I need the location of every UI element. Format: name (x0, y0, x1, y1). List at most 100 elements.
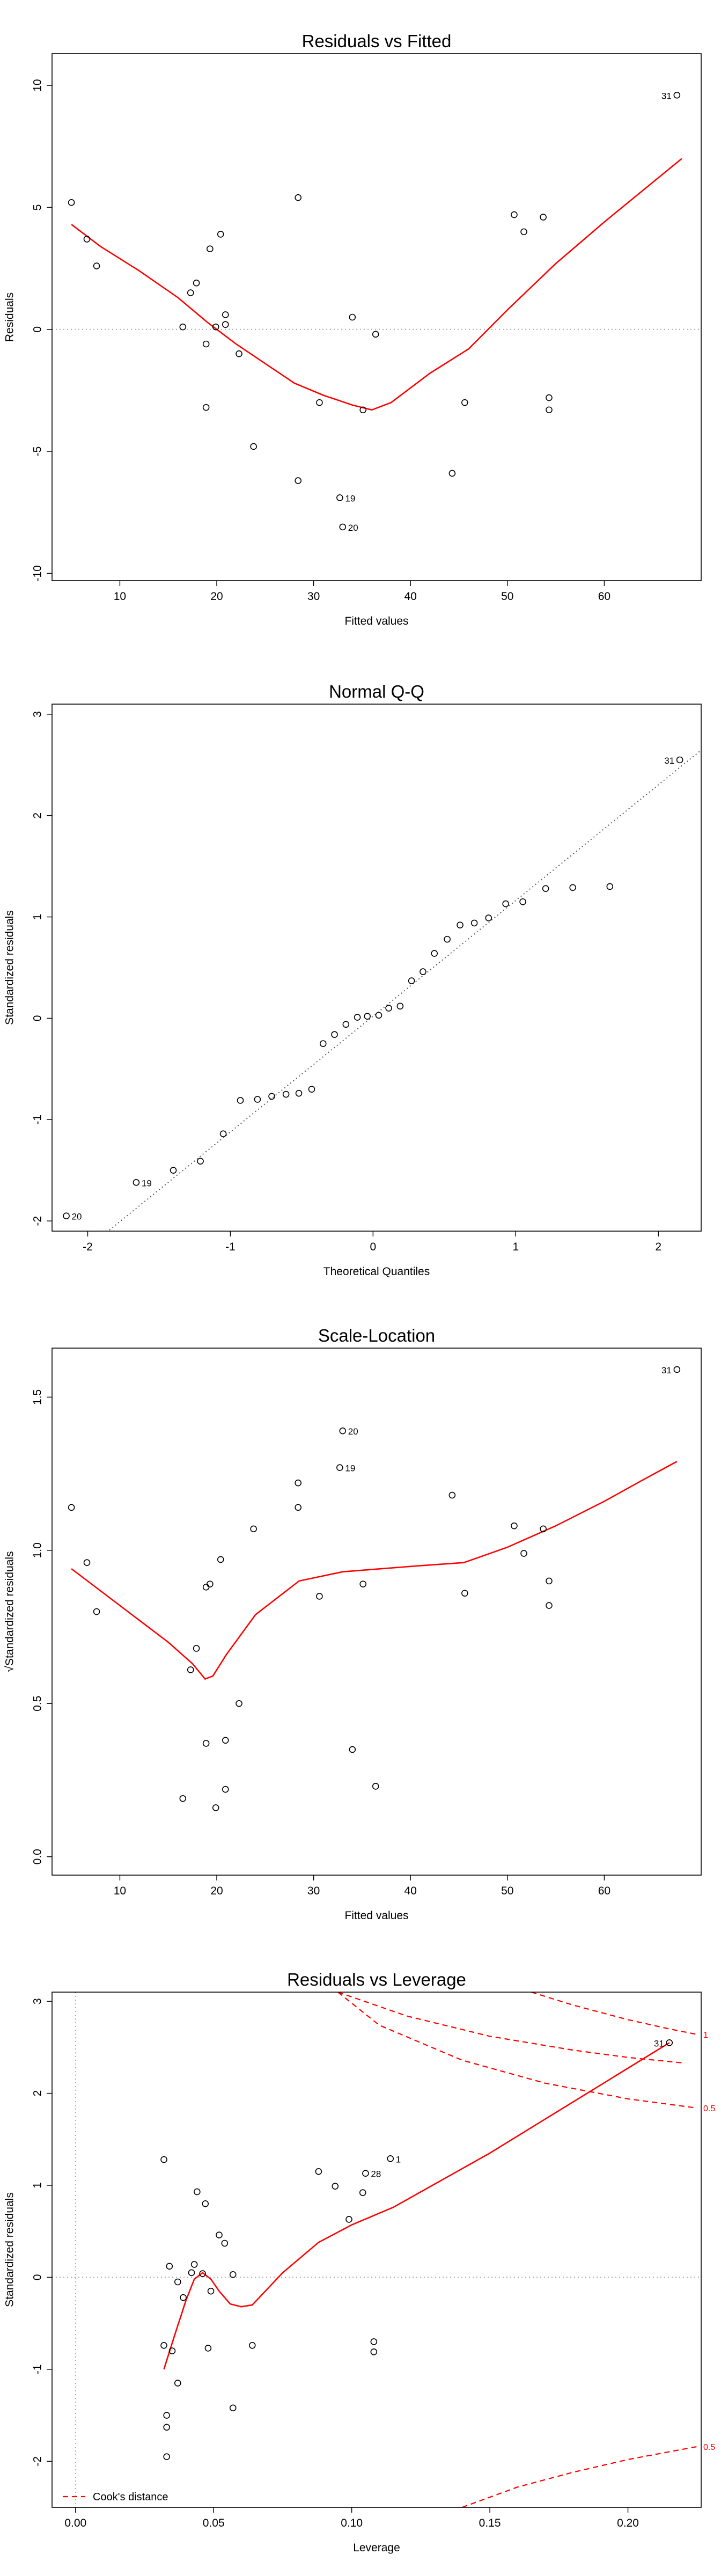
y-tick-label: 0.5 (32, 1696, 44, 1711)
data-point (520, 1550, 527, 1557)
y-tick-label: 2 (32, 2090, 44, 2097)
x-axis-label: Theoretical Quantiles (323, 1265, 430, 1278)
point-label: 28 (371, 2169, 381, 2179)
x-tick-label: 0.10 (341, 2517, 363, 2529)
cooks-contour-label: 1 (703, 2031, 708, 2040)
data-point (336, 494, 343, 501)
x-tick-label: 40 (404, 590, 417, 603)
data-point (546, 406, 553, 414)
data-point (315, 2168, 322, 2175)
data-point (194, 2188, 201, 2196)
data-point (180, 2294, 187, 2301)
x-tick-label: 50 (501, 590, 513, 603)
data-point (316, 399, 323, 406)
plot-area: 31 19 20 (52, 91, 701, 533)
data-point (387, 2155, 394, 2162)
data-point (163, 2424, 170, 2431)
data-point (362, 2170, 369, 2177)
data-point (197, 1158, 204, 1165)
plot-area: 31 28 1 (52, 1992, 701, 2507)
y-tick-label: 0.0 (32, 1849, 44, 1864)
x-tick-label: 30 (307, 1885, 320, 1897)
data-point (342, 1021, 350, 1028)
data-point (202, 1584, 210, 1591)
data-point (174, 2380, 181, 2387)
data-point (502, 900, 509, 908)
chart-title: Residuals vs Fitted (302, 31, 452, 51)
data-point (93, 262, 100, 269)
data-point (187, 289, 194, 296)
data-point (336, 1464, 343, 1471)
x-tick-label: 0.15 (479, 2517, 501, 2529)
data-point (316, 1593, 323, 1600)
data-point (282, 1091, 290, 1098)
x-axis-label: Leverage (353, 2542, 400, 2554)
data-point (160, 2341, 167, 2349)
y-tick-label: 3 (32, 711, 44, 718)
y-tick-label: 2 (32, 813, 44, 819)
data-point (207, 1580, 214, 1587)
plot-frame (52, 1992, 702, 2508)
legend-label: Cook's distance (93, 2491, 168, 2503)
data-point (511, 211, 518, 218)
data-point (222, 311, 229, 318)
data-point (222, 321, 229, 328)
data-point (207, 245, 214, 253)
chart-panel-3: 31 19 20 10 20 30 40 50 60 0.0 0.5 1.0 1.5 Scale-Loca… (4, 1326, 702, 1922)
x-tick-label: 1 (512, 1241, 519, 1253)
data-point (370, 2338, 378, 2345)
cooks-distance-contour-1 (337, 1992, 683, 2064)
chart-title: Residuals vs Leverage (287, 1970, 466, 1989)
chart-title: Normal Q-Q (329, 682, 424, 701)
x-tick-label: 40 (404, 1885, 417, 1897)
data-point (237, 1097, 244, 1104)
smooth-line (163, 2042, 670, 2370)
x-tick-label: 60 (598, 1885, 610, 1897)
data-point (170, 1167, 177, 1174)
data-point (268, 1093, 275, 1100)
data-point (308, 1086, 315, 1093)
data-point (295, 477, 302, 484)
x-tick-label: 30 (307, 590, 320, 603)
data-point (163, 2412, 170, 2419)
data-point (63, 1212, 70, 1219)
data-point (204, 2345, 212, 2352)
data-point (248, 2341, 256, 2349)
x-tick-label: 0 (370, 1241, 377, 1253)
data-point (250, 443, 257, 450)
y-tick-label: 1 (32, 914, 44, 920)
x-axis-label: Fitted values (344, 615, 408, 627)
point-label: 20 (348, 523, 358, 533)
data-point (295, 1504, 302, 1511)
x-tick-label: 10 (114, 590, 126, 603)
data-point (202, 1740, 210, 1747)
data-point (673, 91, 681, 99)
y-axis-label: Residuals (4, 292, 16, 342)
data-point (372, 1783, 379, 1790)
data-point (250, 1525, 257, 1533)
data-point (332, 2183, 339, 2190)
point-label: 19 (345, 493, 355, 503)
plot-area: 31 19 20 (68, 1365, 681, 1811)
legend: Cook's distance (63, 2491, 168, 2503)
data-point (359, 2189, 366, 2197)
data-point (163, 2453, 170, 2461)
y-tick-label: 10 (32, 79, 44, 91)
data-point (295, 194, 302, 201)
data-point (546, 1602, 553, 1609)
cooks-contour-label: 0.5 (703, 2443, 715, 2452)
x-tick-label: 0.00 (64, 2517, 86, 2529)
y-tick-label: 3 (32, 1998, 44, 2004)
y-tick-label: 1 (32, 2182, 44, 2189)
plot-frame (52, 704, 702, 1232)
data-point (519, 898, 526, 905)
y-tick-label: 1.0 (32, 1542, 44, 1558)
data-point (354, 1014, 361, 1021)
y-tick-label: 0 (32, 326, 44, 333)
x-tick-label: -2 (83, 1241, 93, 1253)
y-tick-label: -10 (32, 565, 44, 581)
cooks-contour-label: 0.5 (703, 2104, 715, 2113)
data-point (364, 1013, 371, 1020)
data-point (666, 2039, 673, 2046)
